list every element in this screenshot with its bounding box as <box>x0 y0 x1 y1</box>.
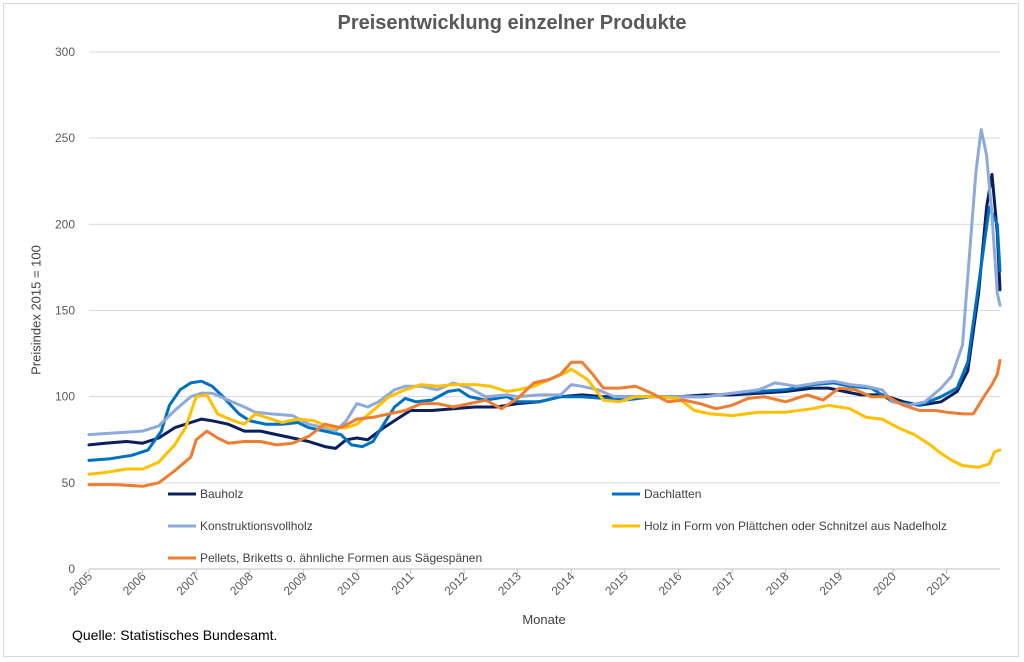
x-tick-label: 2019 <box>817 569 846 598</box>
legend-label: Holz in Form von Plättchen oder Schnitze… <box>644 519 947 533</box>
legend-label: Pellets, Briketts o. ähnliche Formen aus… <box>200 551 482 565</box>
source-note: Quelle: Statistisches Bundesamt. <box>72 627 278 643</box>
x-tick-label: 2012 <box>441 569 470 598</box>
x-tick-label: 2007 <box>174 569 203 598</box>
y-tick-label: 250 <box>55 131 75 145</box>
x-tick-label: 2020 <box>870 569 899 598</box>
x-tick-label: 2018 <box>763 569 792 598</box>
legend-label: Bauholz <box>200 487 243 501</box>
x-tick-label: 2008 <box>227 569 256 598</box>
y-tick-label: 100 <box>55 390 75 404</box>
x-tick-label: 2017 <box>709 569 738 598</box>
series-line-3 <box>87 128 1002 437</box>
y-tick-label: 50 <box>62 476 76 490</box>
chart-frame <box>3 3 1019 657</box>
x-tick-label: 2015 <box>602 569 631 598</box>
y-tick-label: 300 <box>55 45 75 59</box>
x-tick-label: 2011 <box>388 569 416 597</box>
y-tick-label: 200 <box>55 217 75 231</box>
series-line-5 <box>87 359 1002 488</box>
x-tick-label: 2006 <box>120 569 149 598</box>
x-tick-label: 2009 <box>281 569 310 598</box>
y-tick-label: 0 <box>68 562 75 576</box>
x-tick-label: 2014 <box>549 569 578 598</box>
series-line-1 <box>87 172 1002 450</box>
x-tick-label: 2010 <box>334 569 363 598</box>
x-tick-label: 2021 <box>924 569 953 598</box>
y-tick-label: 150 <box>55 304 75 318</box>
x-axis-label: Monate <box>522 612 566 627</box>
series-line-4 <box>87 367 1002 476</box>
chart-title: Preisentwicklung einzelner Produkte <box>337 12 687 34</box>
legend-label: Konstruktionsvollholz <box>200 519 313 533</box>
x-tick-label: 2013 <box>495 569 524 598</box>
x-tick-label: 2016 <box>656 569 685 598</box>
legend-label: Dachlatten <box>644 487 701 501</box>
